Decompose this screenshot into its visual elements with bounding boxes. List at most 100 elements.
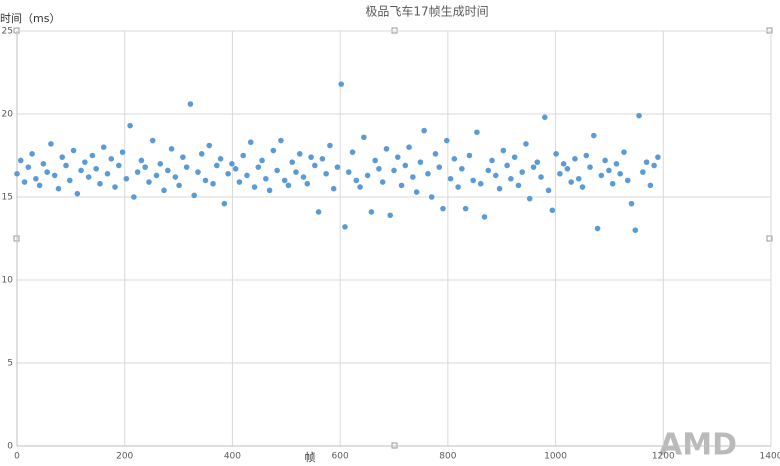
x-tick-label: 600 [332, 452, 349, 462]
point [40, 161, 47, 167]
point [594, 225, 601, 232]
point [97, 180, 103, 187]
point [296, 151, 303, 157]
point [112, 184, 118, 190]
point [538, 174, 544, 180]
point [575, 175, 582, 182]
point [504, 162, 510, 169]
point [492, 172, 499, 179]
point [255, 164, 262, 170]
point [564, 165, 571, 172]
point [432, 151, 439, 157]
point [304, 180, 311, 187]
point [560, 161, 567, 167]
y-tick-label: 10 [2, 276, 14, 286]
point [447, 175, 454, 182]
point [66, 177, 73, 184]
point [134, 169, 141, 175]
point [606, 167, 612, 174]
point [195, 169, 201, 175]
point [425, 170, 431, 177]
point [74, 190, 81, 197]
point [214, 162, 220, 169]
point [545, 187, 552, 194]
point [383, 146, 390, 152]
point [368, 209, 375, 215]
point [557, 170, 563, 177]
y-axis-label: 时间（ms） [0, 12, 60, 25]
point [508, 175, 514, 182]
x-tick-label: 800 [439, 452, 456, 462]
point [172, 174, 179, 180]
point [70, 147, 77, 154]
point [55, 185, 62, 192]
point [198, 151, 205, 157]
point [474, 129, 480, 136]
watermark: AMD [659, 428, 737, 463]
point [161, 187, 167, 194]
point [526, 195, 533, 202]
point [244, 172, 250, 179]
point [59, 154, 66, 160]
point [485, 167, 492, 174]
point [82, 159, 88, 165]
point [78, 167, 84, 174]
point [312, 162, 318, 169]
point [440, 205, 446, 212]
point [278, 137, 284, 144]
point [579, 184, 586, 190]
point [131, 194, 137, 200]
point [63, 162, 69, 169]
point [455, 184, 461, 190]
point [168, 146, 175, 152]
point [251, 184, 258, 190]
point [496, 185, 503, 192]
point [613, 161, 620, 167]
point [229, 161, 235, 167]
point [138, 157, 145, 164]
point [281, 177, 288, 184]
point [33, 175, 39, 182]
point [142, 164, 148, 170]
point [591, 132, 597, 139]
point [624, 177, 631, 184]
point [21, 179, 28, 185]
point [51, 172, 58, 179]
point [115, 162, 122, 169]
point [621, 149, 627, 155]
point [428, 194, 435, 200]
point [308, 154, 314, 160]
point [583, 152, 590, 159]
point [191, 192, 197, 199]
point [530, 164, 537, 170]
point [104, 170, 111, 177]
point [598, 172, 605, 179]
point [225, 170, 231, 177]
point [176, 182, 182, 189]
chart-title: 极品飞车17帧生成时间 [365, 4, 488, 19]
x-tick-label: 200 [116, 452, 133, 462]
point [342, 224, 348, 230]
point [459, 165, 465, 172]
point [549, 207, 556, 214]
point [285, 182, 292, 189]
point [263, 175, 269, 182]
point [534, 159, 541, 165]
x-tick-label: 1400 [760, 452, 780, 462]
x-tick-label: 400 [224, 452, 241, 462]
point [119, 149, 126, 155]
point [221, 200, 228, 207]
point [628, 200, 635, 207]
point [153, 172, 160, 179]
y-tick-label: 20 [2, 110, 14, 120]
point [315, 209, 322, 215]
point [180, 154, 186, 160]
point [647, 182, 654, 189]
x-axis-label: 帧 [305, 450, 316, 464]
point [500, 147, 507, 154]
point [470, 177, 476, 184]
point [210, 180, 216, 187]
point [553, 151, 559, 157]
point [394, 154, 401, 160]
point [157, 161, 164, 167]
